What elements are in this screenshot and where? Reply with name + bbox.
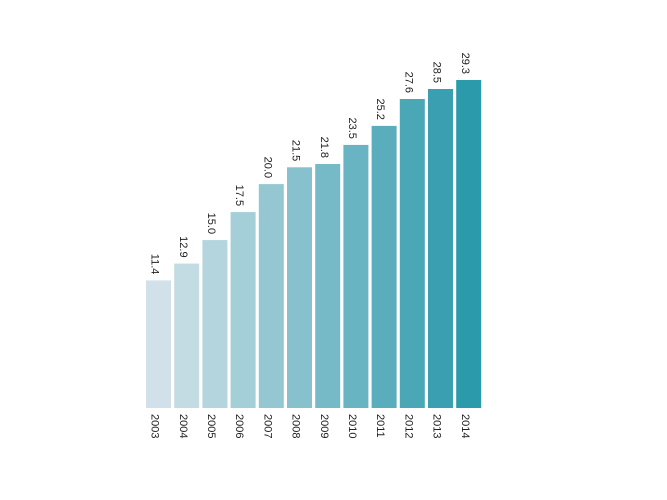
bar-2014 bbox=[456, 80, 482, 408]
bar-2007 bbox=[258, 184, 284, 408]
x-tick-label-2006: 2006 bbox=[233, 414, 245, 438]
bar-2013 bbox=[428, 89, 453, 408]
x-tick-label-2007: 2007 bbox=[261, 414, 273, 438]
x-tick-label-2003: 2003 bbox=[149, 414, 161, 438]
value-label-2004: 12.9 bbox=[177, 236, 189, 257]
bar-2009 bbox=[315, 164, 341, 408]
bar-2006 bbox=[230, 212, 256, 408]
value-label-2009: 21.8 bbox=[318, 137, 330, 158]
bar-2004 bbox=[174, 263, 200, 408]
bar-2011 bbox=[371, 125, 397, 409]
value-label-2006: 17.5 bbox=[233, 185, 245, 206]
x-tick-label-2011: 2011 bbox=[374, 414, 386, 438]
value-labels-group: 11.4 12.9 15.0 17.5 20.0 21.5 21.8 23.5 25.2 27.6… bbox=[149, 53, 471, 275]
x-tick-label-2005: 2005 bbox=[205, 414, 217, 438]
x-tick-label-2014: 2014 bbox=[459, 414, 471, 438]
bar-2010 bbox=[343, 144, 369, 408]
value-label-2005: 15.0 bbox=[205, 213, 217, 234]
value-label-2003: 11.4 bbox=[149, 254, 161, 275]
x-tick-label-2013: 2013 bbox=[431, 414, 443, 438]
x-tick-label-2008: 2008 bbox=[290, 414, 302, 438]
bar-2012 bbox=[399, 99, 425, 408]
value-label-2014: 29.3 bbox=[459, 53, 471, 74]
bars-group bbox=[146, 80, 482, 409]
bar-2005 bbox=[202, 240, 228, 408]
value-label-2007: 20.0 bbox=[261, 157, 273, 178]
x-tick-label-2009: 2009 bbox=[318, 414, 330, 438]
value-label-2008: 21.5 bbox=[290, 140, 302, 161]
x-tick-label-2004: 2004 bbox=[177, 414, 189, 438]
x-tick-labels-group: 2003 2004 2005 2006 2007 2008 2009 2010 2011 2012… bbox=[149, 414, 471, 438]
x-tick-label-2010: 2010 bbox=[346, 414, 358, 438]
value-label-2012: 27.6 bbox=[402, 72, 414, 93]
value-label-2011: 25.2 bbox=[374, 98, 386, 119]
bar-2008 bbox=[287, 167, 312, 408]
value-label-2013: 28.5 bbox=[431, 62, 443, 83]
x-tick-label-2012: 2012 bbox=[402, 414, 414, 438]
bar-2003 bbox=[146, 280, 171, 408]
value-label-2010: 23.5 bbox=[346, 117, 358, 138]
